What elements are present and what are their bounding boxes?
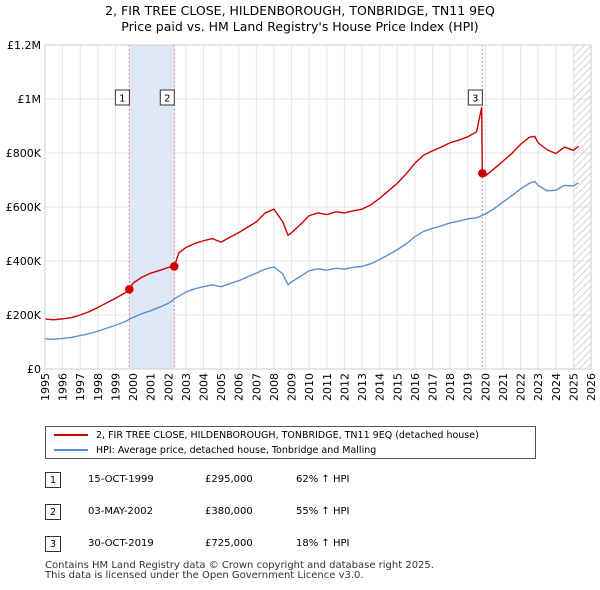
x-tick-label: 2020 bbox=[479, 373, 492, 401]
sale-marker-point bbox=[169, 262, 179, 271]
sale-label-box bbox=[467, 89, 483, 106]
sale-price: £380,000 bbox=[205, 506, 253, 517]
sale-row: 1 15-OCT-1999 £295,000 62% ↑ HPI bbox=[45, 472, 445, 490]
x-tick-label: 2014 bbox=[374, 373, 387, 401]
x-tick-label: 2007 bbox=[250, 373, 263, 401]
sale-hpi-change: 55% ↑ HPI bbox=[296, 506, 350, 517]
chart-title-address: 2, FIR TREE CLOSE, HILDENBOROUGH, TONBRI… bbox=[105, 3, 495, 18]
sale-date: 03-MAY-2002 bbox=[88, 506, 154, 517]
x-tick-label: 2019 bbox=[462, 373, 475, 401]
x-tick-label: 2003 bbox=[180, 373, 193, 401]
x-tick-label: 2010 bbox=[303, 373, 316, 401]
sale-number-badge: 1 bbox=[45, 472, 61, 488]
x-tick-label: 2018 bbox=[444, 373, 457, 401]
sale-marker-point bbox=[125, 285, 134, 294]
y-tick-label: £1M bbox=[18, 93, 42, 106]
x-tick-label: 2004 bbox=[198, 373, 211, 401]
price-chart: 1 2 3 £0 £200K £400K £600K £800K £1M £1.2M 1995 199… bbox=[6, 39, 598, 401]
x-tick-label: 2000 bbox=[127, 373, 140, 401]
sale-hpi-change: 18% ↑ HPI bbox=[296, 538, 350, 549]
hpi-series-line bbox=[45, 180, 580, 340]
sale-hpi-change: 62% ↑ HPI bbox=[296, 474, 350, 485]
legend-entry-hpi: HPI: Average price, detached house, Tonb… bbox=[54, 444, 376, 458]
sale-number-badge: 3 bbox=[45, 536, 61, 552]
x-tick-label: 1998 bbox=[92, 373, 105, 401]
y-tick-label: £600K bbox=[6, 201, 42, 214]
y-tick-label: £0 bbox=[27, 363, 41, 376]
x-tick-label: 2017 bbox=[426, 373, 439, 401]
x-tick-label: 2002 bbox=[162, 373, 175, 401]
x-tick-label: 1997 bbox=[74, 373, 87, 401]
chart-subtitle: Price paid vs. HM Land Registry's House … bbox=[121, 19, 479, 34]
y-tick-label: £200K bbox=[6, 309, 42, 322]
forecast-hatch-area bbox=[573, 45, 591, 369]
x-tick-label: 2023 bbox=[532, 373, 545, 401]
legend-entry-property: 2, FIR TREE CLOSE, HILDENBOROUGH, TONBRI… bbox=[54, 429, 479, 443]
series-group bbox=[45, 106, 580, 340]
sale-number-badge: 2 bbox=[45, 504, 61, 520]
legend-swatch-hpi bbox=[54, 448, 88, 451]
y-tick-label: £1.2M bbox=[7, 39, 41, 52]
x-tick-label: 1995 bbox=[39, 373, 52, 401]
footer-attribution: Contains HM Land Registry data © Crown c… bbox=[45, 561, 434, 581]
sale-marker-point bbox=[478, 168, 487, 178]
sale-label-number: 3 bbox=[472, 94, 478, 105]
sale-date: 30-OCT-2019 bbox=[88, 538, 154, 549]
x-tick-label: 2001 bbox=[145, 373, 158, 401]
x-tick-label: 2005 bbox=[215, 373, 228, 401]
x-tick-label: 2012 bbox=[338, 373, 351, 401]
x-tick-label: 2022 bbox=[515, 373, 528, 401]
x-tick-label: 2013 bbox=[356, 373, 369, 401]
sale-price: £725,000 bbox=[205, 538, 253, 549]
x-tick-label: 2025 bbox=[567, 373, 580, 401]
x-tick-label: 2024 bbox=[550, 373, 563, 401]
footer-copyright: Contains HM Land Registry data © Crown c… bbox=[45, 560, 434, 571]
sale-row: 2 03-MAY-2002 £380,000 55% ↑ HPI bbox=[45, 504, 445, 522]
x-tick-label: 2026 bbox=[585, 373, 598, 401]
x-tick-label: 2016 bbox=[409, 373, 422, 401]
x-tick-label: 2011 bbox=[321, 373, 334, 401]
x-tick-label: 2006 bbox=[233, 373, 246, 401]
legend-label-hpi: HPI: Average price, detached house, Tonb… bbox=[96, 445, 377, 456]
y-tick-label: £400K bbox=[6, 255, 42, 268]
x-tick-label: 2021 bbox=[497, 373, 510, 401]
sale-row: 3 30-OCT-2019 £725,000 18% ↑ HPI bbox=[45, 536, 445, 554]
y-tick-label: £800K bbox=[6, 147, 42, 160]
chart-legend: 2, FIR TREE CLOSE, HILDENBOROUGH, TONBRI… bbox=[45, 426, 536, 459]
x-tick-label: 1996 bbox=[57, 373, 70, 401]
sale-price: £295,000 bbox=[205, 474, 253, 485]
sale-date: 15-OCT-1999 bbox=[88, 474, 154, 485]
sale-label-box bbox=[159, 89, 175, 106]
sale-label-number: 2 bbox=[164, 94, 170, 105]
x-tick-label: 2008 bbox=[268, 373, 281, 401]
x-tick-label: 2015 bbox=[391, 373, 404, 401]
x-tick-label: 2009 bbox=[286, 373, 299, 401]
property-series-line bbox=[45, 106, 580, 321]
sale-label-box bbox=[114, 89, 130, 106]
footer-licence: This data is licensed under the Open Gov… bbox=[45, 570, 364, 581]
legend-label-property: 2, FIR TREE CLOSE, HILDENBOROUGH, TONBRI… bbox=[96, 430, 479, 441]
legend-swatch-property bbox=[54, 433, 88, 436]
plot-border bbox=[44, 44, 592, 370]
sale-label-number: 1 bbox=[119, 94, 125, 105]
x-tick-label: 1999 bbox=[109, 373, 122, 401]
